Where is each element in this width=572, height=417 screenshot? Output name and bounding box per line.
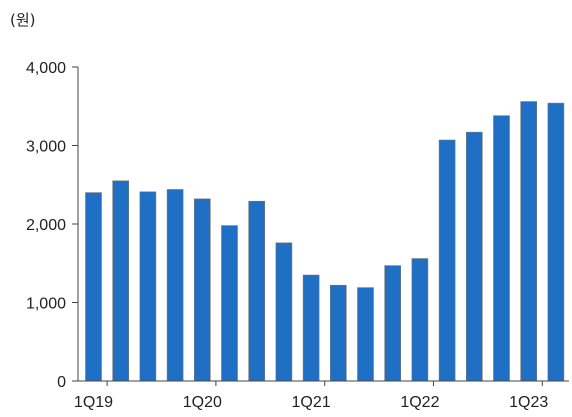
bar-4Q22: [493, 115, 510, 382]
x-axis: 1Q19 1Q20 1Q21 1Q22 1Q23: [74, 380, 569, 411]
bar-4Q19: [166, 189, 184, 382]
bar-1Q20: [194, 198, 211, 382]
y-axis: 0 1,000 2,000 3,000 4,000: [26, 60, 79, 391]
y-tick-label: 1,000: [26, 296, 66, 313]
bar-3Q22: [465, 131, 483, 382]
bar-3Q21: [357, 287, 374, 382]
bar-2Q23: [547, 102, 565, 382]
bar-1Q19: [85, 192, 102, 382]
bar-1Q23: [520, 101, 538, 382]
bar-4Q21: [384, 265, 402, 382]
bar-2Q21: [329, 284, 347, 382]
unit-label: (원): [10, 11, 36, 29]
x-tick-label: 1Q21: [292, 394, 331, 411]
bars: [85, 101, 565, 382]
y-tick-label: 3,000: [26, 139, 66, 156]
bar-2Q19: [112, 180, 129, 382]
x-tick-label: 1Q23: [509, 394, 548, 411]
bar-2Q22: [438, 139, 456, 382]
x-tick-label: 1Q19: [74, 394, 113, 411]
y-tick-label: 2,000: [26, 217, 66, 234]
bar-4Q20: [275, 242, 293, 382]
y-tick-label: 4,000: [26, 60, 66, 77]
x-tick-label: 1Q20: [183, 394, 222, 411]
bar-3Q19: [139, 191, 157, 382]
bar-1Q22: [411, 258, 429, 382]
bar-3Q20: [248, 200, 265, 382]
y-tick-label: 0: [57, 374, 66, 391]
x-tick-label: 1Q22: [400, 394, 439, 411]
bar-1Q21: [302, 274, 320, 382]
bar-2Q20: [221, 225, 238, 382]
